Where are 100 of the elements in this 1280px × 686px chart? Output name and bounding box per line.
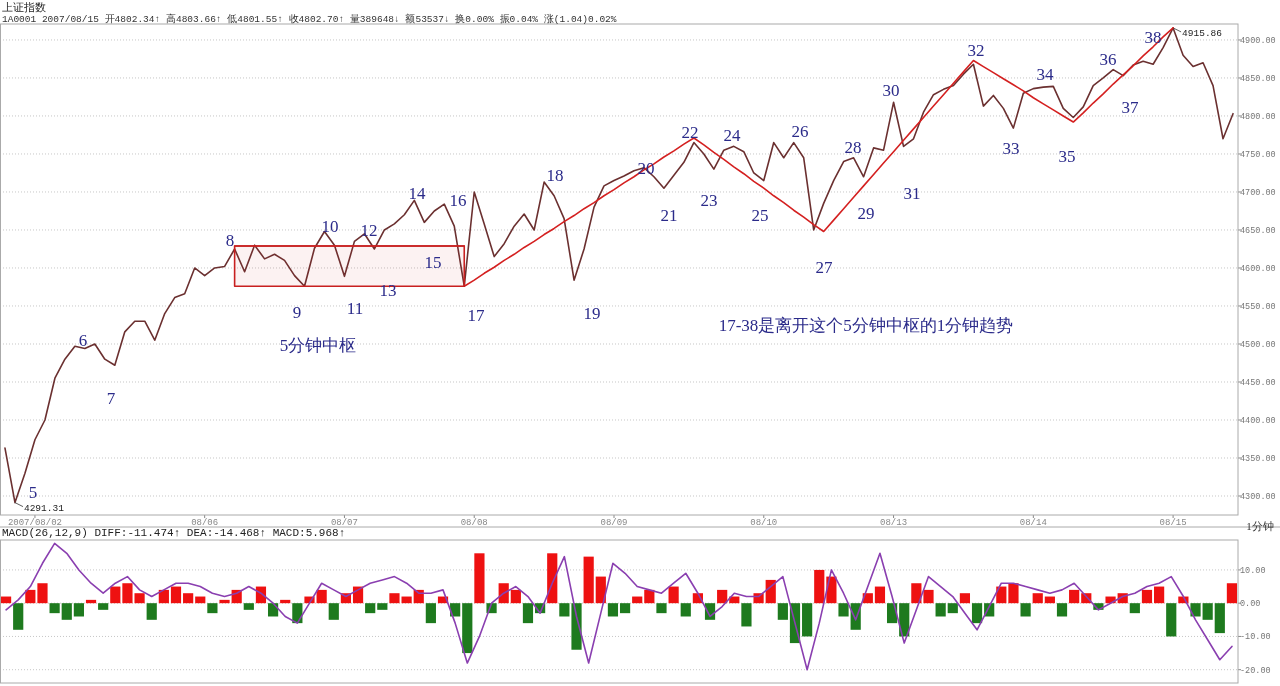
bar [1166, 603, 1177, 637]
y-tick-label: 0.00 [1240, 599, 1261, 610]
y-tick-label: -10.00 [1240, 632, 1271, 643]
y-tick-label: 4600.00 [1240, 263, 1276, 274]
bar [1202, 603, 1213, 620]
bar [462, 603, 473, 654]
bar [935, 603, 946, 617]
bar [1226, 583, 1238, 604]
bar [741, 603, 752, 627]
annotation: 33 [1002, 139, 1020, 158]
annotation: 37 [1121, 98, 1139, 117]
bar [838, 603, 849, 617]
y-tick-label: 4700.00 [1240, 187, 1276, 198]
bar [1154, 586, 1165, 604]
annotation: 18 [546, 166, 564, 185]
bar [607, 603, 619, 617]
x-tick-label: 08/14 [1019, 518, 1047, 528]
bar [547, 553, 558, 604]
bar [656, 603, 667, 614]
bar [61, 603, 72, 620]
x-tick-label: 08/13 [880, 518, 908, 528]
annotation: 28 [844, 138, 862, 157]
annotation: 17 [467, 306, 485, 325]
annotation: 17-38是离开这个5分钟中枢的1分钟趋势 [718, 316, 1014, 335]
bar [98, 603, 109, 610]
annotation: 38 [1144, 28, 1162, 47]
annotation: 13 [379, 281, 397, 300]
x-tick-label: 2007/08/02 [7, 518, 62, 528]
y-tick-label: 4800.00 [1240, 111, 1276, 122]
line-series [5, 542, 1233, 671]
bar [680, 603, 691, 617]
x-tick-label: 08/06 [191, 518, 219, 528]
bar [73, 603, 84, 617]
bar [1032, 593, 1043, 604]
annotation: 25 [751, 206, 769, 225]
annotation: 31 [903, 184, 921, 203]
bar [243, 603, 254, 610]
bar [971, 603, 983, 624]
bar [1141, 589, 1153, 604]
annotation: 7 [106, 389, 116, 408]
bar [183, 593, 194, 604]
annotation: 15 [424, 253, 442, 272]
annotation: 32 [967, 41, 985, 60]
annotation: 36 [1099, 50, 1117, 69]
bar [510, 589, 521, 604]
annotation: 26 [791, 122, 809, 141]
bar [559, 603, 570, 617]
annotation: 9 [292, 303, 302, 322]
bar [25, 589, 36, 604]
bar [49, 603, 60, 614]
annotation: 12 [360, 221, 378, 240]
data-label: 4915.86 [1182, 27, 1223, 39]
x-tick-label: 08/07 [330, 518, 358, 528]
data-label: 4291.31 [23, 502, 65, 514]
y-tick-label: 10.00 [1240, 565, 1266, 576]
bar [1069, 589, 1080, 604]
y-tick-label: 4500.00 [1240, 339, 1276, 350]
bar [777, 603, 788, 620]
bar [170, 586, 182, 604]
bar [923, 589, 934, 604]
bar [377, 603, 388, 610]
x-tick-label: 08/08 [460, 518, 488, 528]
y-tick-label: 4750.00 [1240, 149, 1276, 160]
annotation: 22 [681, 123, 699, 142]
annotation: 19 [583, 304, 601, 323]
y-tick-label: 4350.00 [1240, 454, 1276, 464]
bar [219, 599, 230, 604]
bar [959, 593, 971, 604]
bar [1008, 583, 1019, 604]
bar [425, 603, 436, 624]
bar [207, 603, 218, 614]
annotation: 5分钟中枢 [279, 336, 357, 355]
bar [874, 586, 886, 604]
annotation: 11 [346, 299, 364, 318]
bar [365, 603, 376, 614]
x-tick-label: 08/09 [600, 518, 628, 528]
bar [583, 556, 594, 604]
bar [644, 589, 655, 604]
bar [146, 603, 157, 620]
bar [619, 603, 631, 614]
bar [328, 603, 339, 620]
bar [13, 603, 24, 630]
annotation: 5 [28, 483, 38, 502]
bar [802, 603, 813, 637]
bar [474, 553, 485, 604]
bar [814, 569, 825, 604]
annotation: 16 [449, 191, 467, 210]
annotation: 30 [882, 81, 900, 100]
chart-title: 上证指数 [2, 1, 46, 14]
annotation: 29 [857, 204, 875, 223]
bar [110, 586, 121, 604]
bar [1020, 603, 1031, 617]
chart-title: MACD(26,12,9) DIFF:-11.474↑ DEA:-14.468↑ MACD:5.968↑ [2, 527, 346, 539]
annotation: 27 [815, 258, 833, 277]
annotation: 34 [1036, 65, 1054, 84]
bar [389, 593, 400, 604]
annotation: 8 [225, 231, 235, 250]
bar [37, 583, 48, 604]
bar [1056, 603, 1068, 617]
annotation: 23 [700, 191, 718, 210]
